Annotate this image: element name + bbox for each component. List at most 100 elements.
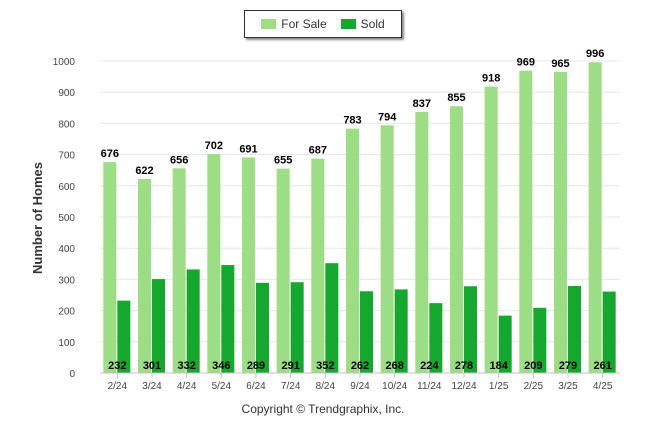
- bar-for-sale[interactable]: [415, 111, 429, 373]
- bar-sold[interactable]: [568, 285, 581, 373]
- bar-for-sale[interactable]: [242, 157, 255, 373]
- data-label-sold: 184: [489, 360, 508, 372]
- data-label-for-sale: 969: [517, 57, 535, 69]
- y-tick-label: 0: [69, 369, 75, 380]
- data-label-sold: 289: [247, 360, 265, 372]
- bar-sold[interactable]: [429, 303, 443, 373]
- y-tick-label: 400: [58, 244, 75, 255]
- data-label-sold: 232: [108, 360, 126, 372]
- bar-for-sale[interactable]: [138, 178, 151, 373]
- bar-for-sale[interactable]: [346, 128, 359, 373]
- bar-for-sale[interactable]: [311, 158, 325, 373]
- legend-label-for-sale: For Sale: [281, 17, 327, 31]
- legend-swatch-sold: [340, 19, 356, 29]
- x-tick-label: 2/25: [524, 381, 544, 392]
- bar-sold[interactable]: [360, 291, 373, 373]
- y-tick-label: 200: [58, 307, 75, 318]
- bar-sold[interactable]: [464, 286, 477, 373]
- bar-for-sale[interactable]: [276, 168, 290, 373]
- bar-sold[interactable]: [152, 279, 165, 373]
- data-label-sold: 261: [593, 360, 611, 372]
- bar-sold[interactable]: [325, 263, 339, 373]
- legend-swatch-for-sale: [261, 19, 277, 29]
- bar-for-sale[interactable]: [380, 125, 394, 373]
- legend: For Sale Sold: [244, 10, 402, 38]
- data-label-for-sale: 622: [135, 165, 153, 177]
- legend-item-sold[interactable]: Sold: [340, 17, 385, 31]
- x-tick-label: 3/24: [142, 381, 162, 392]
- legend-item-for-sale[interactable]: For Sale: [261, 17, 327, 31]
- data-label-sold: 209: [524, 360, 542, 372]
- x-tick-label: 7/24: [281, 381, 301, 392]
- x-tick-label: 2/24: [108, 381, 128, 392]
- legend-label-sold: Sold: [360, 17, 385, 31]
- x-tick-label: 5/24: [212, 381, 232, 392]
- bar-for-sale[interactable]: [554, 71, 567, 374]
- bar-for-sale[interactable]: [484, 86, 498, 374]
- x-tick-label: 1/25: [489, 381, 509, 392]
- data-label-sold: 346: [212, 360, 230, 372]
- data-label-sold: 262: [351, 360, 369, 372]
- y-tick-label: 900: [58, 88, 75, 99]
- y-tick-label: 800: [58, 119, 75, 130]
- x-tick-label: 11/24: [417, 381, 442, 392]
- bar-for-sale[interactable]: [103, 162, 117, 373]
- data-label-for-sale: 656: [170, 154, 188, 166]
- bars: [103, 62, 616, 374]
- bar-sold[interactable]: [117, 300, 131, 373]
- copyright-footer: Copyright © Trendgraphix, Inc.: [241, 402, 405, 416]
- bar-sold[interactable]: [290, 282, 304, 373]
- x-axis-ticks: 2/24 3/24 4/24 5/24 6/24 7/24 8/24 9/24 10/24 11/…: [108, 373, 613, 392]
- bar-sold[interactable]: [186, 269, 200, 373]
- x-tick-label: 9/24: [350, 381, 370, 392]
- data-label-sold: 352: [316, 360, 334, 372]
- bar-sold[interactable]: [533, 307, 547, 373]
- y-tick-label: 600: [58, 182, 75, 193]
- data-label-for-sale: 691: [239, 143, 257, 155]
- data-label-for-sale: 996: [586, 48, 604, 60]
- data-label-for-sale: 918: [482, 73, 500, 85]
- data-label-sold: 291: [281, 360, 299, 372]
- data-label-for-sale: 676: [101, 148, 119, 160]
- x-tick-label: 12/24: [451, 381, 476, 392]
- data-label-for-sale: 794: [378, 111, 397, 123]
- y-tick-label: 1000: [53, 57, 76, 68]
- x-tick-label: 4/25: [593, 381, 613, 392]
- data-label-sold: 224: [420, 360, 439, 372]
- data-label-sold: 268: [385, 360, 403, 372]
- data-labels: 676 232 622 301 656 332 702 346 691 289 655 291 687 3…: [101, 48, 612, 372]
- y-axis-ticks: 0 100 200 300 400 500 600 700 800 900 1000: [53, 57, 76, 380]
- bar-for-sale[interactable]: [207, 153, 221, 373]
- bar-sold[interactable]: [256, 282, 269, 373]
- data-label-for-sale: 855: [447, 92, 465, 104]
- bar-for-sale[interactable]: [450, 106, 463, 374]
- data-label-for-sale: 965: [551, 58, 569, 70]
- data-label-for-sale: 702: [205, 140, 223, 152]
- data-label-for-sale: 687: [309, 145, 327, 157]
- data-label-for-sale: 655: [274, 155, 292, 167]
- x-tick-label: 8/24: [316, 381, 336, 392]
- bar-sold[interactable]: [394, 289, 408, 373]
- data-label-for-sale: 783: [343, 115, 361, 127]
- x-tick-label: 10/24: [382, 381, 407, 392]
- x-tick-label: 4/24: [177, 381, 197, 392]
- data-label-for-sale: 837: [413, 98, 431, 110]
- data-label-sold: 278: [455, 360, 473, 372]
- y-axis-label: Number of Homes: [30, 162, 45, 274]
- y-tick-label: 500: [58, 213, 75, 224]
- y-tick-label: 700: [58, 151, 75, 162]
- bar-for-sale[interactable]: [588, 62, 602, 374]
- data-label-sold: 301: [143, 360, 161, 372]
- bar-sold[interactable]: [602, 291, 616, 373]
- bar-for-sale[interactable]: [172, 168, 186, 373]
- y-tick-label: 300: [58, 275, 75, 286]
- data-label-sold: 332: [177, 360, 195, 372]
- y-tick-label: 100: [58, 338, 75, 349]
- bar-sold[interactable]: [498, 315, 512, 373]
- bar-for-sale[interactable]: [519, 70, 533, 373]
- x-tick-label: 6/24: [246, 381, 266, 392]
- bar-sold[interactable]: [221, 265, 235, 373]
- data-label-sold: 279: [559, 360, 577, 372]
- x-tick-label: 3/25: [558, 381, 578, 392]
